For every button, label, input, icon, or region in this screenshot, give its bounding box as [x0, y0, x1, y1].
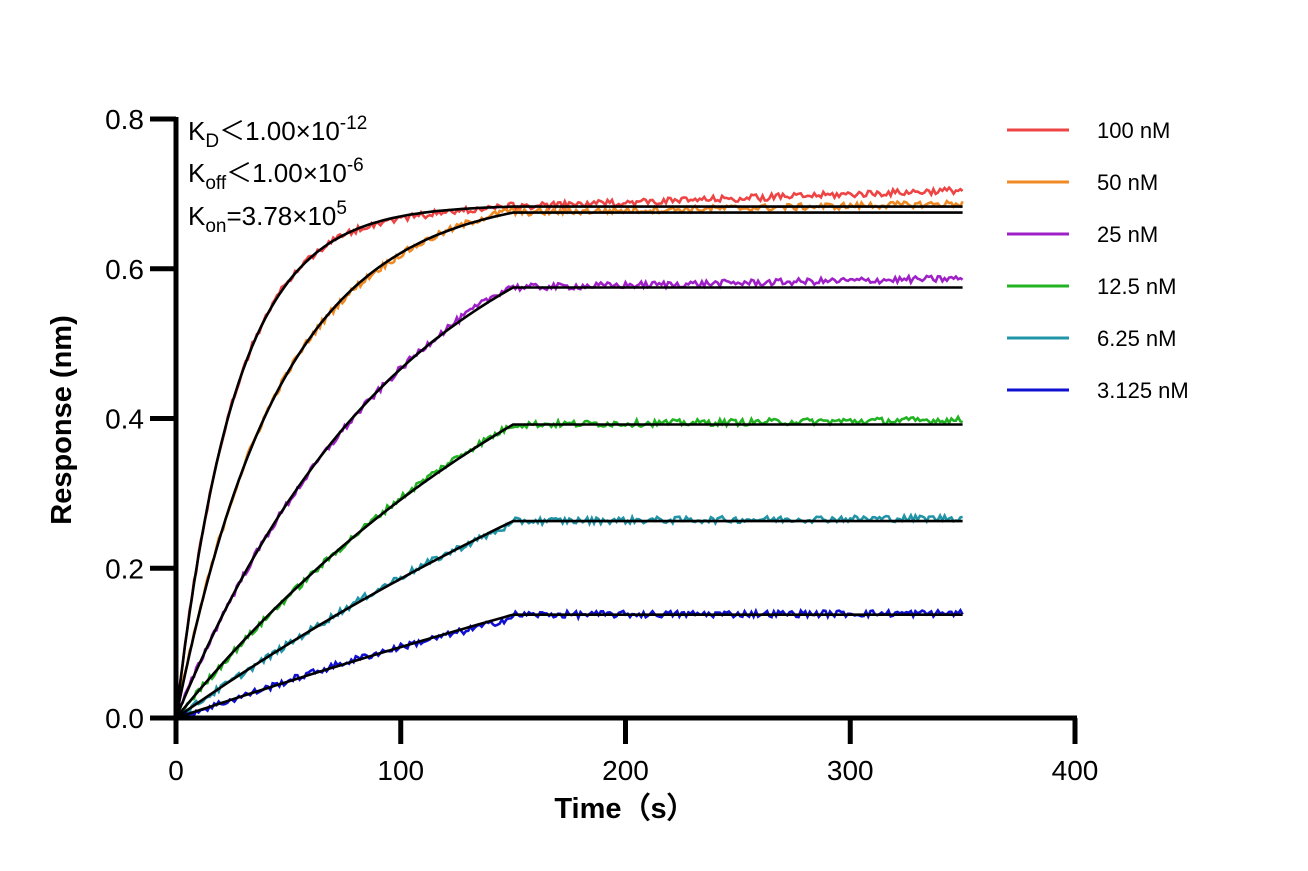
series-fit-4 [175, 519, 963, 720]
legend-label-2: 25 nM [1097, 222, 1158, 247]
series-trace-3 [174, 414, 964, 719]
x-tick-label-300: 300 [827, 755, 874, 786]
koff-annotation: Koff＜1.00×10-6 [188, 155, 364, 194]
koff-text: ＜1.00×10 [226, 158, 347, 188]
series-fit-2 [174, 286, 963, 719]
series-trace-5 [176, 607, 964, 720]
kd-text: ＜1.00×10 [219, 116, 340, 146]
series-trace-2 [174, 273, 964, 719]
y-tick-label-0.4: 0.4 [105, 404, 144, 435]
x-tick-label-0: 0 [168, 755, 184, 786]
kd-sup: -12 [340, 113, 367, 134]
legend-label-4: 6.25 nM [1097, 326, 1177, 351]
legend-label-0: 100 nM [1097, 118, 1170, 143]
ticks-layer: 0 100 200 300 400 0.0 0.2 0.4 0.6 0.8 [105, 104, 1098, 786]
y-tick-label-0.6: 0.6 [105, 254, 144, 285]
kd-main: K [188, 116, 206, 146]
x-tick-label-100: 100 [377, 755, 424, 786]
legend-label-5: 3.125 nM [1097, 378, 1189, 403]
koff-main: K [188, 158, 206, 188]
curves-layer [174, 185, 964, 720]
kon-annotation: Kon=3.78×105 [188, 198, 347, 237]
kd-sub: D [205, 131, 219, 152]
kon-main: K [188, 201, 206, 231]
series-fit-0 [174, 205, 963, 719]
y-tick-label-0.8: 0.8 [105, 104, 144, 135]
series-fit-3 [174, 423, 963, 719]
y-tick-label-0.2: 0.2 [105, 553, 144, 584]
series-fit-5 [175, 613, 963, 720]
koff-sub: off [205, 173, 227, 194]
kd-annotation: KD＜1.00×10-12 [188, 113, 367, 152]
kon-sup: 5 [336, 198, 347, 219]
x-tick-label-200: 200 [602, 755, 649, 786]
x-axis-title: Time（s） [554, 792, 695, 825]
series-trace-0 [174, 185, 964, 719]
kon-text: =3.78×10 [226, 201, 336, 231]
y-axis-title: Response (nm) [46, 315, 78, 524]
y-tick-label-0: 0.0 [105, 703, 144, 734]
series-fit-1 [174, 211, 963, 719]
legend-label-3: 12.5 nM [1097, 274, 1177, 299]
legend: 100 nM 50 nM 25 nM 12.5 nM 6.25 nM 3.125 nM [1007, 118, 1189, 403]
x-tick-label-400: 400 [1052, 755, 1099, 786]
kon-sub: on [205, 216, 226, 237]
koff-sup: -6 [347, 155, 364, 176]
legend-label-1: 50 nM [1097, 170, 1158, 195]
